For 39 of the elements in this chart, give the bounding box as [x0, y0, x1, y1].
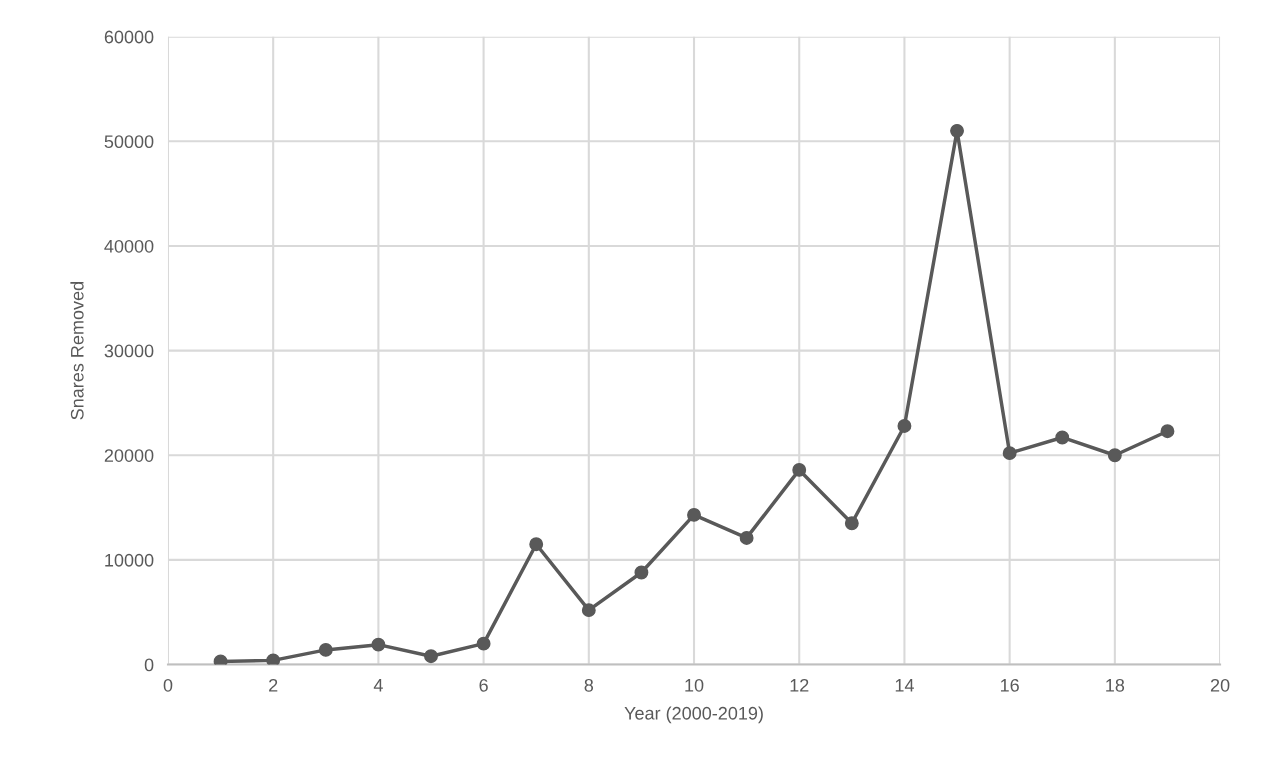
point [318, 642, 333, 657]
y-tick-label: 30000 [104, 344, 154, 358]
point [634, 565, 649, 580]
y-tick-label: 10000 [105, 553, 154, 567]
point [792, 462, 807, 477]
point [739, 530, 754, 545]
point [424, 649, 438, 664]
x-axis-title: Year (2000-2019) [624, 706, 763, 724]
x-tick-label: 10 [685, 678, 704, 692]
point [897, 419, 912, 433]
y-axis-title: Snares Removed [70, 282, 84, 420]
x-tick-label: 20 [1210, 678, 1230, 692]
point [1107, 448, 1122, 463]
point [950, 123, 964, 138]
point [581, 603, 596, 618]
x-tick-label: 18 [1106, 678, 1125, 692]
point [844, 516, 859, 531]
x-tick-label: 8 [584, 678, 594, 692]
point [476, 636, 491, 651]
y-tick-label: 60000 [104, 30, 154, 44]
x-tick-label: 16 [1000, 678, 1019, 692]
point [687, 507, 701, 522]
y-tick-label: 50000 [104, 135, 154, 149]
y-tick-label: 40000 [104, 239, 154, 253]
x-tick-label: 4 [373, 679, 383, 692]
x-tick-label: 14 [895, 679, 914, 692]
y-tick-label: 0 [144, 658, 154, 672]
y-tick-label: 20000 [104, 449, 154, 462]
point [1055, 430, 1070, 445]
point [266, 653, 281, 665]
x-tick-label: 6 [479, 678, 488, 692]
point [1160, 424, 1175, 439]
point [1002, 446, 1017, 461]
x-tick-label: 0 [163, 678, 173, 692]
point [213, 654, 228, 665]
point [371, 637, 386, 652]
x-tick-label: 2 [269, 678, 278, 692]
x-tick-label: 12 [790, 678, 809, 692]
point [529, 537, 544, 552]
